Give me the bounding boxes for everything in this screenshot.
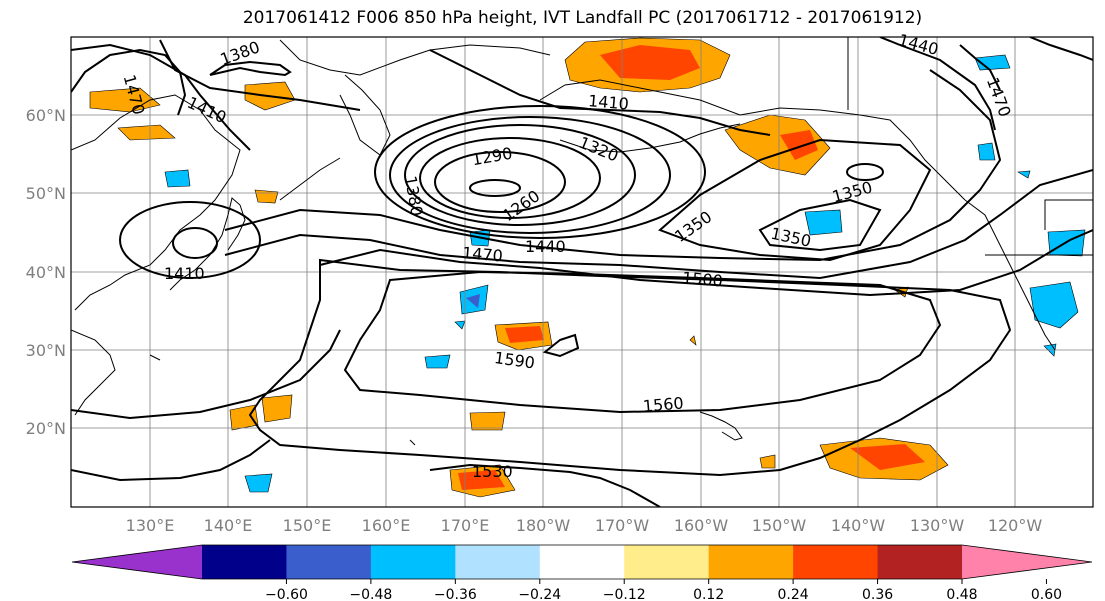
lat-label: 40°N (26, 263, 66, 282)
longitude-labels: 130°E 140°E 150°E 160°E 170°E 180°W 170°… (126, 516, 1043, 535)
contour-label: 1410 (164, 264, 205, 283)
contour-label: 1500 (681, 268, 723, 290)
colorbar-tick-label: −0.36 (434, 587, 477, 601)
map-title: 2017061412 F006 850 hPa height, IVT Land… (242, 8, 923, 28)
contour-label: 1470 (461, 243, 503, 265)
colorbar-tick-label: −0.24 (518, 587, 561, 601)
latitude-labels: 60°N 50°N 40°N 30°N 20°N (26, 106, 66, 438)
colorbar: −0.60 −0.48 −0.36 −0.24 −0.12 0.12 0.24 0.36 0.4… (71, 544, 1093, 601)
ivt-positive-shading (89, 37, 949, 498)
colorbar-segment (539, 545, 625, 579)
colorbar-segment (286, 545, 372, 579)
coastlines (71, 37, 1093, 446)
lon-label: 160°E (362, 516, 411, 535)
lat-label: 30°N (26, 341, 66, 360)
contour-label: 1410 (587, 91, 629, 113)
colorbar-tick-label: 0.48 (946, 587, 977, 601)
colorbar-tick-label: 0.36 (862, 587, 893, 601)
lon-label: 150°W (752, 516, 807, 535)
lon-label: 140°W (831, 516, 886, 535)
lat-label: 20°N (26, 419, 66, 438)
lon-label: 170°W (595, 516, 650, 535)
lon-label: 120°W (988, 516, 1043, 535)
lon-label: 130°E (126, 516, 175, 535)
colorbar-tick-label: −0.60 (265, 587, 308, 601)
colorbar-tick-label: −0.48 (349, 587, 392, 601)
lat-label: 50°N (26, 184, 66, 203)
colorbar-tick-label: 0.12 (693, 587, 724, 601)
map-border (70, 36, 1094, 508)
lon-label: 170°E (441, 516, 490, 535)
colorbar-segment (455, 545, 541, 579)
lon-label: 140°E (204, 516, 253, 535)
contour-label: 1560 (642, 393, 684, 415)
colorbar-segment (370, 545, 456, 579)
contour-label: 1530 (472, 462, 513, 481)
colorbar-extension-low (72, 545, 202, 579)
colorbar-segment (624, 545, 710, 579)
colorbar-segment (877, 545, 963, 579)
height-contours (71, 37, 1093, 507)
lon-label: 150°E (283, 516, 332, 535)
ivt-negative-shading (164, 54, 1086, 493)
colorbar-outline (71, 544, 1093, 580)
colorbar-segment (708, 545, 794, 579)
colorbar-segment (793, 545, 879, 579)
colorbar-tick-label: 0.60 (1031, 587, 1062, 601)
colorbar-extension-high (962, 545, 1092, 579)
lon-label: 130°W (910, 516, 965, 535)
lon-label: 180°W (516, 516, 571, 535)
colorbar-tick-label: 0.24 (778, 587, 809, 601)
lat-label: 60°N (26, 106, 66, 125)
lon-label: 160°W (674, 516, 729, 535)
colorbar-tick-label: −0.12 (603, 587, 646, 601)
colorbar-segment (202, 545, 287, 579)
contour-label: 1440 (525, 237, 566, 256)
